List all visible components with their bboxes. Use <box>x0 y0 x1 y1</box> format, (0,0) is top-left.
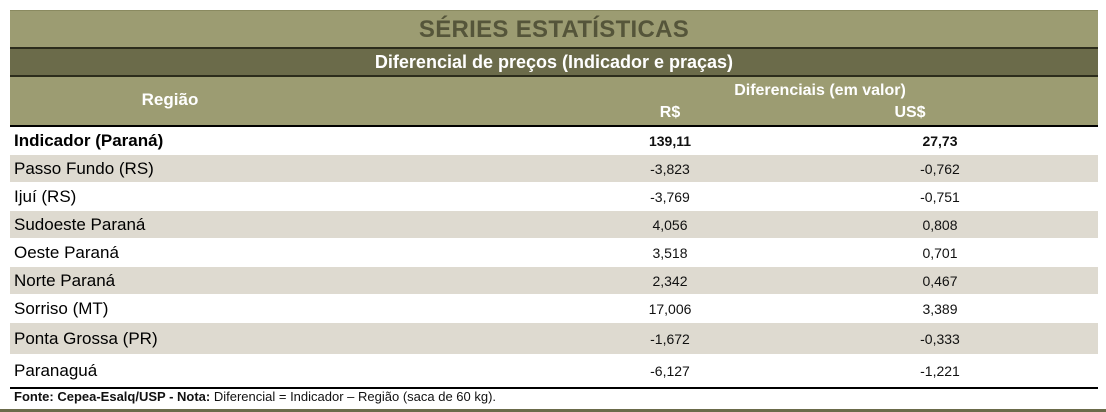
usd-cell: 27,73 <box>922 132 958 149</box>
brl-cell: -1,672 <box>650 330 690 347</box>
region-cell: Passo Fundo (RS) <box>14 158 154 178</box>
usd-cell: 0,467 <box>922 272 958 289</box>
table-subtitle: Diferencial de preços (Indicador e praça… <box>10 47 1098 77</box>
brl-cell: 3,518 <box>652 244 688 261</box>
column-group-header-differentials: Diferenciais (em valor) <box>734 82 906 99</box>
region-cell: Indicador (Paraná) <box>14 130 164 150</box>
region-cell: Ponta Grossa (PR) <box>14 328 158 348</box>
table-row: Sorriso (MT) 17,006 3,389 <box>10 295 1098 323</box>
table-row: Passo Fundo (RS) -3,823 -0,762 <box>10 155 1098 183</box>
region-cell: Sorriso (MT) <box>14 298 109 318</box>
column-header-brl: R$ <box>659 104 681 121</box>
usd-cell: -0,751 <box>920 188 960 205</box>
table-row: Ijuí (RS) -3,769 -0,751 <box>10 183 1098 211</box>
table-header: Região Diferenciais (em valor) R$ US$ <box>10 77 1098 125</box>
region-cell: Norte Paraná <box>14 270 116 290</box>
usd-cell: -0,333 <box>920 330 960 347</box>
usd-cell: -1,221 <box>920 362 960 379</box>
table-row: Paranaguá -6,127 -1,221 <box>10 355 1098 387</box>
column-header-usd: US$ <box>894 104 926 121</box>
table-row: Indicador (Paraná) 139,11 27,73 <box>10 127 1098 155</box>
note-text: Diferencial = Indicador – Região (saca d… <box>210 389 497 404</box>
source-label: Fonte: Cepea-Esalq/USP - Nota: <box>14 389 211 404</box>
table-row: Norte Paraná 2,342 0,467 <box>10 267 1098 295</box>
region-cell: Sudoeste Paraná <box>14 214 146 234</box>
brl-cell: -3,769 <box>650 188 690 205</box>
table-body: Indicador (Paraná) 139,11 27,73 Passo Fu… <box>10 125 1098 389</box>
column-header-region: Região <box>141 90 199 109</box>
statistics-table: SÉRIES ESTATÍSTICAS Diferencial de preço… <box>10 10 1098 389</box>
bottom-divider <box>0 409 1106 412</box>
table-row: Oeste Paraná 3,518 0,701 <box>10 239 1098 267</box>
brl-cell: 4,056 <box>652 216 688 233</box>
table-row: Sudoeste Paraná 4,056 0,808 <box>10 211 1098 239</box>
region-cell: Paranaguá <box>14 360 98 380</box>
usd-cell: 0,808 <box>922 216 958 233</box>
region-cell: Ijuí (RS) <box>14 186 77 206</box>
source-note: Fonte: Cepea-Esalq/USP - Nota: Diferenci… <box>14 389 496 404</box>
region-cell: Oeste Paraná <box>14 242 119 262</box>
brl-cell: 139,11 <box>648 132 692 149</box>
page-title: SÉRIES ESTATÍSTICAS <box>10 10 1098 47</box>
brl-cell: 2,342 <box>652 272 688 289</box>
usd-cell: 0,701 <box>922 244 958 261</box>
brl-cell: -6,127 <box>650 362 690 379</box>
usd-cell: 3,389 <box>922 300 958 317</box>
brl-cell: 17,006 <box>648 300 692 317</box>
brl-cell: -3,823 <box>650 160 690 177</box>
usd-cell: -0,762 <box>920 160 960 177</box>
table-row: Ponta Grossa (PR) -1,672 -0,333 <box>10 323 1098 355</box>
